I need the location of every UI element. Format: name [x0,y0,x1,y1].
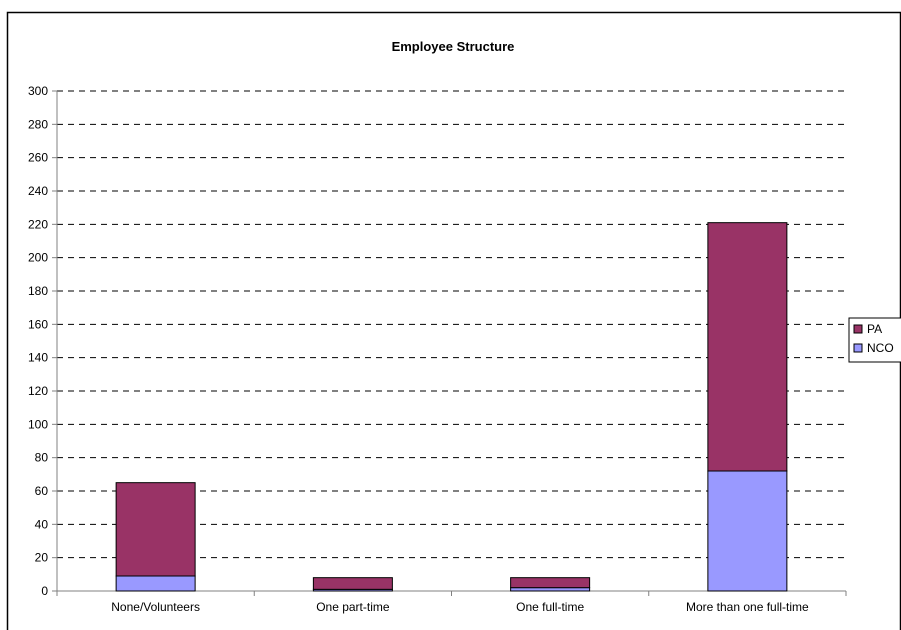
y-tick-label: 120 [28,384,48,398]
y-tick-label: 280 [28,117,48,131]
bar-pa [707,222,788,472]
y-tick-label: 200 [28,251,48,265]
y-tick-label: 160 [28,317,48,331]
legend: PA NCO [848,317,901,363]
y-tick-label: 80 [35,451,49,465]
y-tick-label: 20 [35,551,49,565]
y-tick-label: 240 [28,184,48,198]
legend-swatch-pa [853,324,863,334]
legend-swatch-nco [853,343,863,353]
y-tick-label: 0 [41,584,48,598]
y-tick-label: 300 [28,84,48,98]
y-tick-label: 100 [28,417,48,431]
bar-pa [115,482,196,577]
bar-nco [707,470,788,592]
plot-area: 0 20 40 60 80 100 120 140 160 180 200 220 240 260 280 3… [28,84,847,614]
y-tick-label: 140 [28,351,48,365]
bar-pa [312,577,393,590]
x-tick-label: None/Volunteers [111,600,200,614]
y-tick-label: 260 [28,151,48,165]
legend-label-nco: NCO [867,341,894,355]
x-tick-label: More than one full-time [686,600,809,614]
y-tick-label: 60 [35,484,49,498]
chart-title: Employee Structure [392,39,515,54]
bar-nco [115,575,196,592]
x-tick-label: One part-time [316,600,390,614]
y-tick-label: 40 [35,517,49,531]
y-tick-label: 180 [28,284,48,298]
x-tick-label: One full-time [516,600,584,614]
y-tick-label: 220 [28,217,48,231]
bar-pa [510,577,591,589]
legend-label-pa: PA [867,322,882,336]
